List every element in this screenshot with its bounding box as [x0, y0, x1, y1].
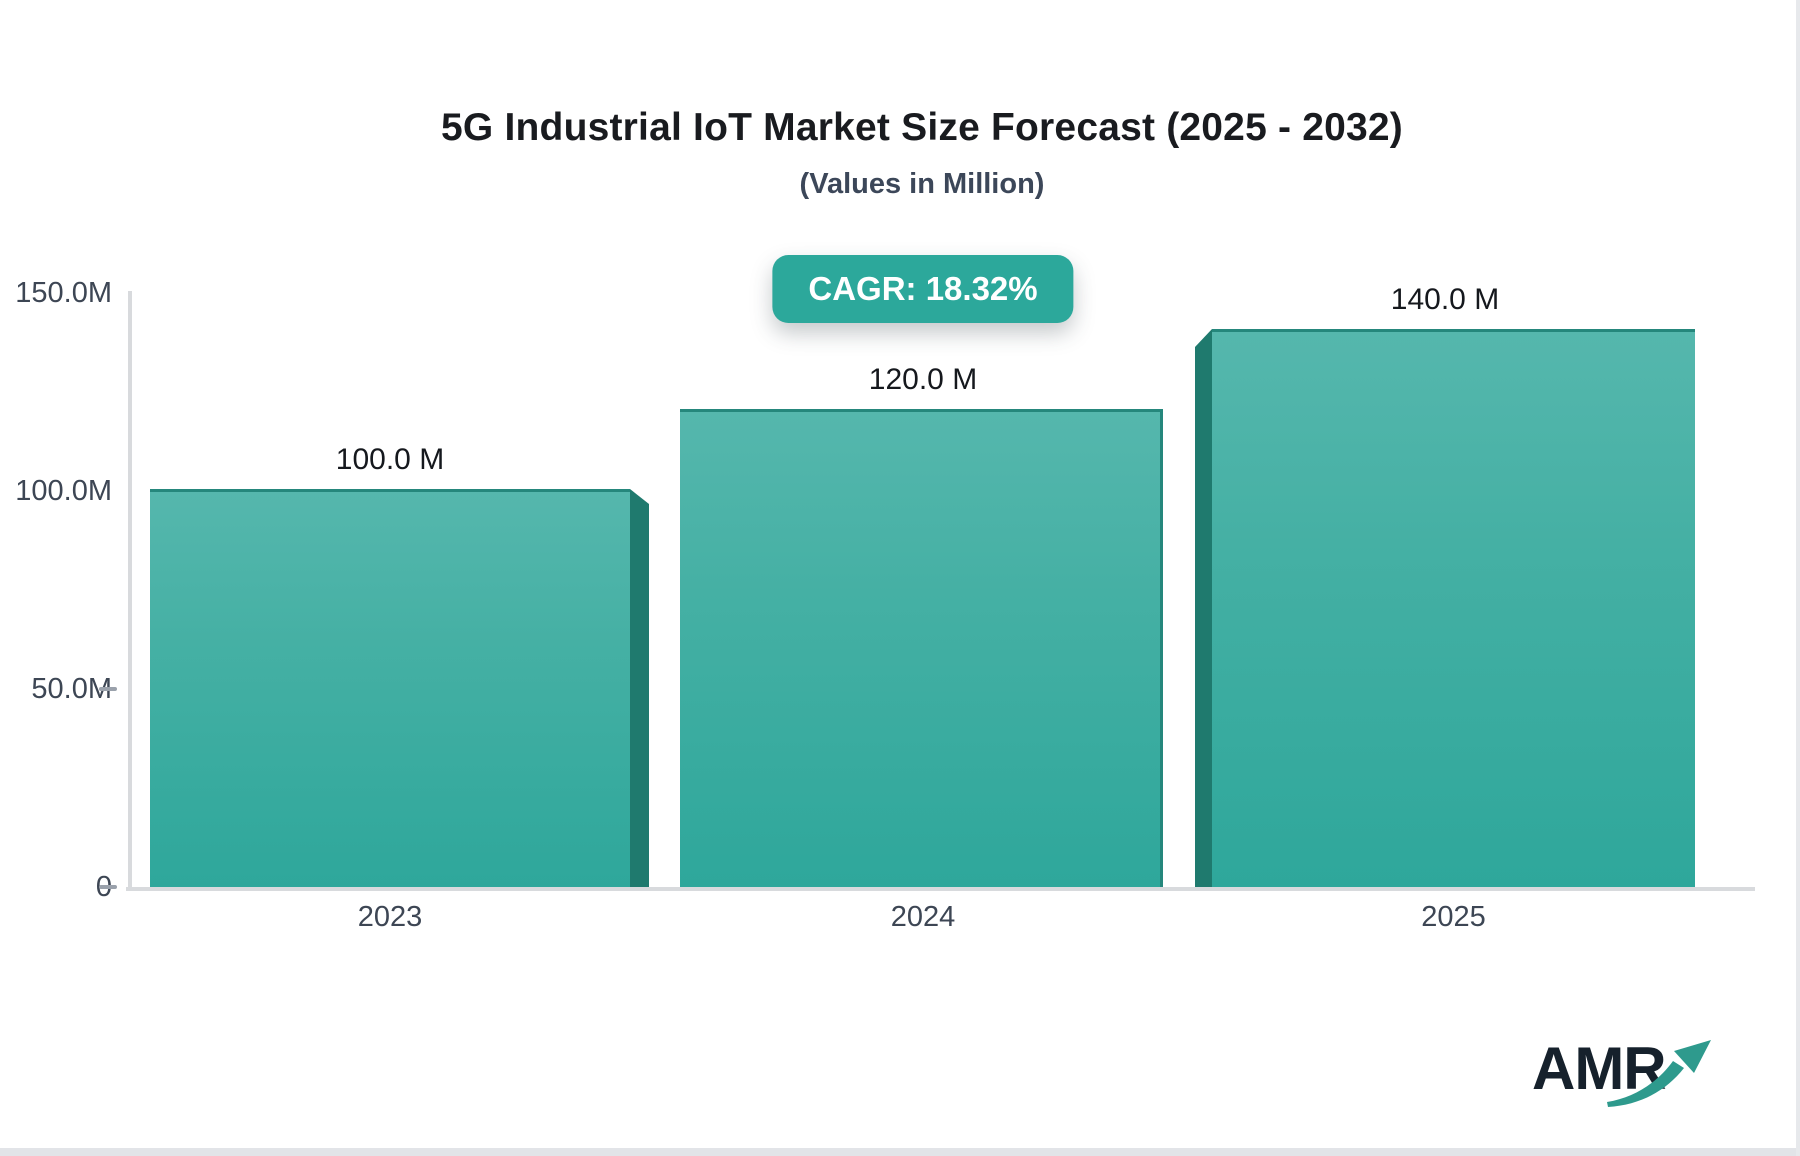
right-edge-strip	[1796, 0, 1800, 1156]
y-tick-label-100m: 100.0M	[15, 475, 112, 507]
bottom-edge-strip	[0, 1148, 1800, 1156]
bar-2025	[1212, 329, 1695, 889]
amr-logo: AMR	[1532, 1034, 1722, 1114]
x-tick-label-2023: 2023	[357, 901, 423, 933]
bar-2023	[150, 489, 630, 889]
growth-arrow-icon	[1607, 1040, 1711, 1107]
x-tick-label-2025: 2025	[1421, 901, 1486, 933]
y-axis-line	[128, 291, 132, 891]
y-tick-label-0: 0	[0, 871, 112, 903]
chart-subtitle: (Values in Million)	[799, 168, 1045, 200]
y-tick-label-50m: 50.0M	[31, 673, 112, 705]
bar-2023-side-face	[630, 489, 649, 889]
cagr-badge: CAGR: 18.32%	[772, 255, 1074, 323]
x-tick-label-2024: 2024	[890, 901, 956, 933]
bar-value-label-2025: 140.0 M	[1390, 283, 1500, 316]
bar-2024	[680, 409, 1163, 889]
y-tick-dash-0	[99, 885, 117, 889]
bar-2025-side-face	[1195, 329, 1212, 889]
bar-value-label-2024: 120.0 M	[868, 363, 978, 396]
chart-title: 5G Industrial IoT Market Size Forecast (…	[441, 106, 1403, 149]
x-axis-baseline	[126, 887, 1755, 891]
bar-value-label-2023: 100.0 M	[335, 443, 445, 476]
y-tick-dash-50m	[99, 687, 117, 691]
y-tick-label-150m: 150.0M	[15, 277, 112, 309]
